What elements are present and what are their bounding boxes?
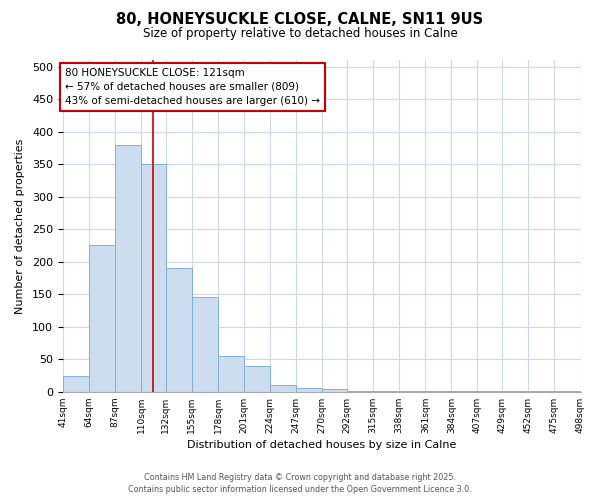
- Bar: [502, 390, 529, 392]
- Bar: [373, 391, 399, 392]
- Text: 80 HONEYSUCKLE CLOSE: 121sqm
← 57% of detached houses are smaller (809)
43% of s: 80 HONEYSUCKLE CLOSE: 121sqm ← 57% of de…: [65, 68, 320, 106]
- Text: Contains HM Land Registry data © Crown copyright and database right 2025.
Contai: Contains HM Land Registry data © Crown c…: [128, 472, 472, 494]
- Text: Size of property relative to detached houses in Calne: Size of property relative to detached ho…: [143, 28, 457, 40]
- Bar: [529, 391, 554, 392]
- Bar: [192, 298, 218, 392]
- Text: 80, HONEYSUCKLE CLOSE, CALNE, SN11 9US: 80, HONEYSUCKLE CLOSE, CALNE, SN11 9US: [116, 12, 484, 28]
- Bar: [322, 389, 347, 392]
- Bar: [244, 366, 270, 392]
- Bar: [554, 390, 581, 392]
- Y-axis label: Number of detached properties: Number of detached properties: [15, 138, 25, 314]
- Bar: [451, 391, 478, 392]
- Bar: [115, 144, 141, 392]
- Bar: [399, 391, 425, 392]
- Bar: [166, 268, 192, 392]
- Bar: [478, 391, 502, 392]
- Bar: [218, 356, 244, 392]
- Bar: [141, 164, 166, 392]
- X-axis label: Distribution of detached houses by size in Calne: Distribution of detached houses by size …: [187, 440, 457, 450]
- Bar: [296, 388, 322, 392]
- Bar: [425, 391, 451, 392]
- Bar: [89, 246, 115, 392]
- Bar: [270, 386, 296, 392]
- Bar: [347, 391, 373, 392]
- Bar: [63, 376, 89, 392]
